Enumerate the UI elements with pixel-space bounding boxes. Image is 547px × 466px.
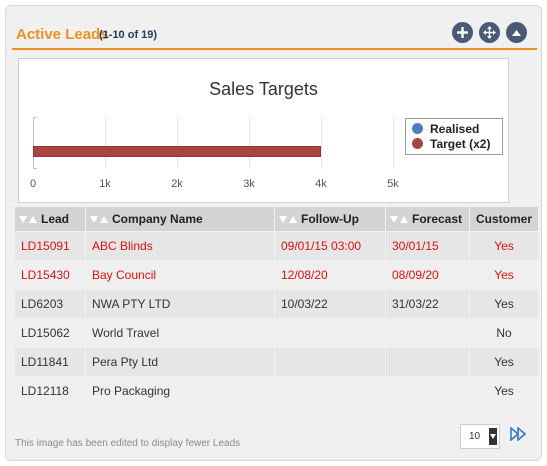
- legend-marker: [412, 123, 423, 134]
- cell-customer: Yes: [470, 261, 538, 289]
- cell-followup: 12/08/20: [275, 261, 385, 289]
- add-button[interactable]: [452, 22, 473, 43]
- column-header-forecast[interactable]: Forecast: [386, 207, 469, 231]
- grid-line: [393, 117, 394, 169]
- move-icon: [483, 26, 496, 39]
- page-size-value: 10: [469, 431, 481, 442]
- cell-company[interactable]: Bay Council: [86, 261, 274, 289]
- cell-customer: Yes: [470, 348, 538, 376]
- table-header-row: Lead Company Name Follow-Up Forecast Cus…: [15, 207, 538, 231]
- cell-lead[interactable]: LD11841: [15, 348, 85, 376]
- cell-followup: 10/03/22: [275, 290, 385, 318]
- fast-forward-icon: [510, 426, 527, 442]
- table-row[interactable]: LD15062 World Travel No: [15, 319, 538, 347]
- grid-line: [321, 117, 322, 169]
- legend-marker: [412, 138, 423, 149]
- table-row[interactable]: LD6203 NWA PTY LTD 10/03/22 31/03/22 Yes: [15, 290, 538, 318]
- cell-customer: Yes: [470, 290, 538, 318]
- x-tick-label: 5k: [387, 178, 399, 190]
- cell-forecast: 31/03/22: [386, 290, 469, 318]
- cell-lead[interactable]: LD15062: [15, 319, 85, 347]
- legend-item-realised[interactable]: Realised: [412, 121, 496, 136]
- active-leads-panel: Active Leads (1-10 of 19) Sales: [5, 5, 542, 461]
- panel-count: (1-10 of 19): [99, 29, 158, 41]
- x-tick-label: 4k: [315, 178, 327, 190]
- table-row[interactable]: LD12118 Pro Packaging Yes: [15, 377, 538, 405]
- x-tick-label: 0: [29, 178, 37, 190]
- add-icon: [457, 27, 468, 38]
- bar-target[interactable]: [33, 146, 321, 157]
- table-row[interactable]: LD15430 Bay Council 12/08/20 08/09/20 Yes: [15, 261, 538, 289]
- y-axis-line: [33, 117, 34, 169]
- page-size-select[interactable]: 10: [460, 424, 500, 449]
- x-tick-label: 3k: [243, 178, 255, 190]
- sort-icon[interactable]: [390, 215, 408, 224]
- panel-header: Active Leads (1-10 of 19): [12, 20, 537, 50]
- grid-line: [105, 117, 106, 169]
- x-tick-label: 2k: [171, 178, 183, 190]
- legend-label: Realised: [430, 121, 480, 136]
- column-header-customer[interactable]: Customer: [470, 207, 538, 231]
- cell-company[interactable]: Pera Pty Ltd: [86, 348, 274, 376]
- x-tick-label: 1k: [99, 178, 111, 190]
- grid-line: [177, 117, 178, 169]
- legend-item-target[interactable]: Target (x2): [412, 136, 496, 151]
- table-row[interactable]: LD15091 ABC Blinds 09/01/15 03:00 30/01/15 Y…: [15, 232, 538, 260]
- collapse-icon: [512, 29, 521, 36]
- cell-lead[interactable]: LD12118: [15, 377, 85, 405]
- legend-label: Target (x2): [430, 136, 491, 151]
- footer-note: This image has been edited to display fe…: [15, 438, 241, 449]
- cell-lead[interactable]: LD15091: [15, 232, 85, 260]
- cell-forecast: [386, 319, 469, 347]
- sort-icon[interactable]: [19, 215, 37, 224]
- chart-title: Sales Targets: [209, 79, 318, 99]
- sales-targets-chart: Sales Targets 0 1k 2k 3k 4k 5k Realised Targe…: [18, 58, 509, 203]
- chart-legend[interactable]: Realised Target (x2): [405, 118, 503, 155]
- cell-followup: [275, 319, 385, 347]
- next-page-button[interactable]: [510, 426, 527, 446]
- cell-forecast: [386, 348, 469, 376]
- y-axis-tick: [33, 117, 37, 118]
- cell-followup: [275, 377, 385, 405]
- cell-company[interactable]: ABC Blinds: [86, 232, 274, 260]
- cell-company[interactable]: Pro Packaging: [86, 377, 274, 405]
- cell-customer: No: [470, 319, 538, 347]
- cell-forecast: [386, 377, 469, 405]
- sort-icon[interactable]: [279, 215, 297, 224]
- cell-customer: Yes: [470, 377, 538, 405]
- cell-forecast: 30/01/15: [386, 232, 469, 260]
- collapse-button[interactable]: [506, 22, 527, 43]
- sort-icon[interactable]: [90, 215, 108, 224]
- cell-customer: Yes: [470, 232, 538, 260]
- y-axis-tick: [33, 168, 37, 169]
- move-button[interactable]: [479, 22, 500, 43]
- leads-table: Lead Company Name Follow-Up Forecast Cus…: [14, 206, 539, 406]
- cell-company[interactable]: NWA PTY LTD: [86, 290, 274, 318]
- cell-lead[interactable]: LD6203: [15, 290, 85, 318]
- panel-title: Active Leads: [16, 26, 109, 43]
- cell-followup: 09/01/15 03:00: [275, 232, 385, 260]
- column-header-lead[interactable]: Lead: [15, 207, 85, 231]
- column-header-company[interactable]: Company Name: [86, 207, 274, 231]
- table-row[interactable]: LD11841 Pera Pty Ltd Yes: [15, 348, 538, 376]
- dropdown-arrow-icon: [489, 428, 497, 445]
- grid-line: [249, 117, 250, 169]
- column-header-followup[interactable]: Follow-Up: [275, 207, 385, 231]
- cell-followup: [275, 348, 385, 376]
- cell-lead[interactable]: LD15430: [15, 261, 85, 289]
- cell-forecast: 08/09/20: [386, 261, 469, 289]
- cell-company[interactable]: World Travel: [86, 319, 274, 347]
